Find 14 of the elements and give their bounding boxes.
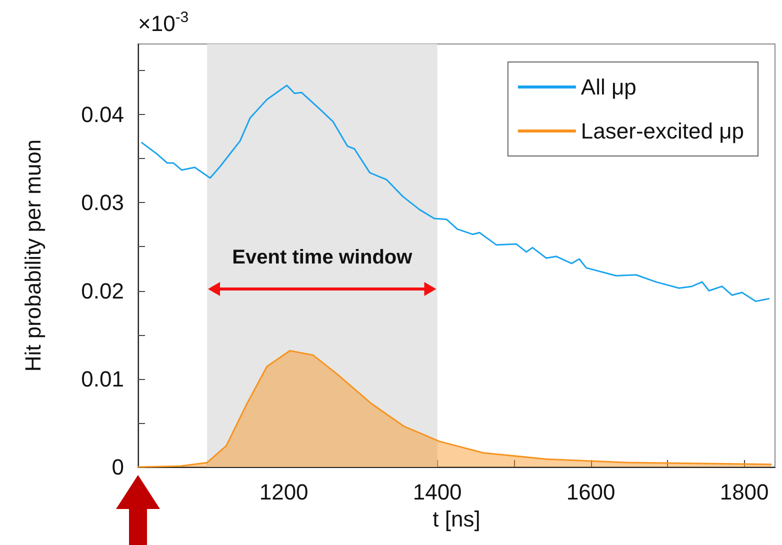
legend-label: Laser-excited μp: [580, 118, 744, 144]
y-tick-label: 0.01: [81, 366, 124, 392]
x-tick-label: 1400: [412, 480, 462, 504]
x-tick-label: 1600: [566, 480, 616, 504]
x-tick-label: 1800: [720, 480, 769, 504]
y-tick-label: 0.03: [81, 190, 124, 216]
y-axis-title: Hit probability per muon: [20, 139, 46, 372]
x-axis-title: t [ns]: [432, 506, 480, 532]
x-tick-label: 1200: [259, 480, 308, 504]
y-tick-label: 0.02: [81, 278, 124, 304]
legend-label: All μp: [580, 74, 636, 100]
y-tick-label: 0.04: [81, 102, 124, 127]
band-label: Event time window: [232, 246, 413, 268]
y-tick-label: 0: [112, 454, 124, 480]
